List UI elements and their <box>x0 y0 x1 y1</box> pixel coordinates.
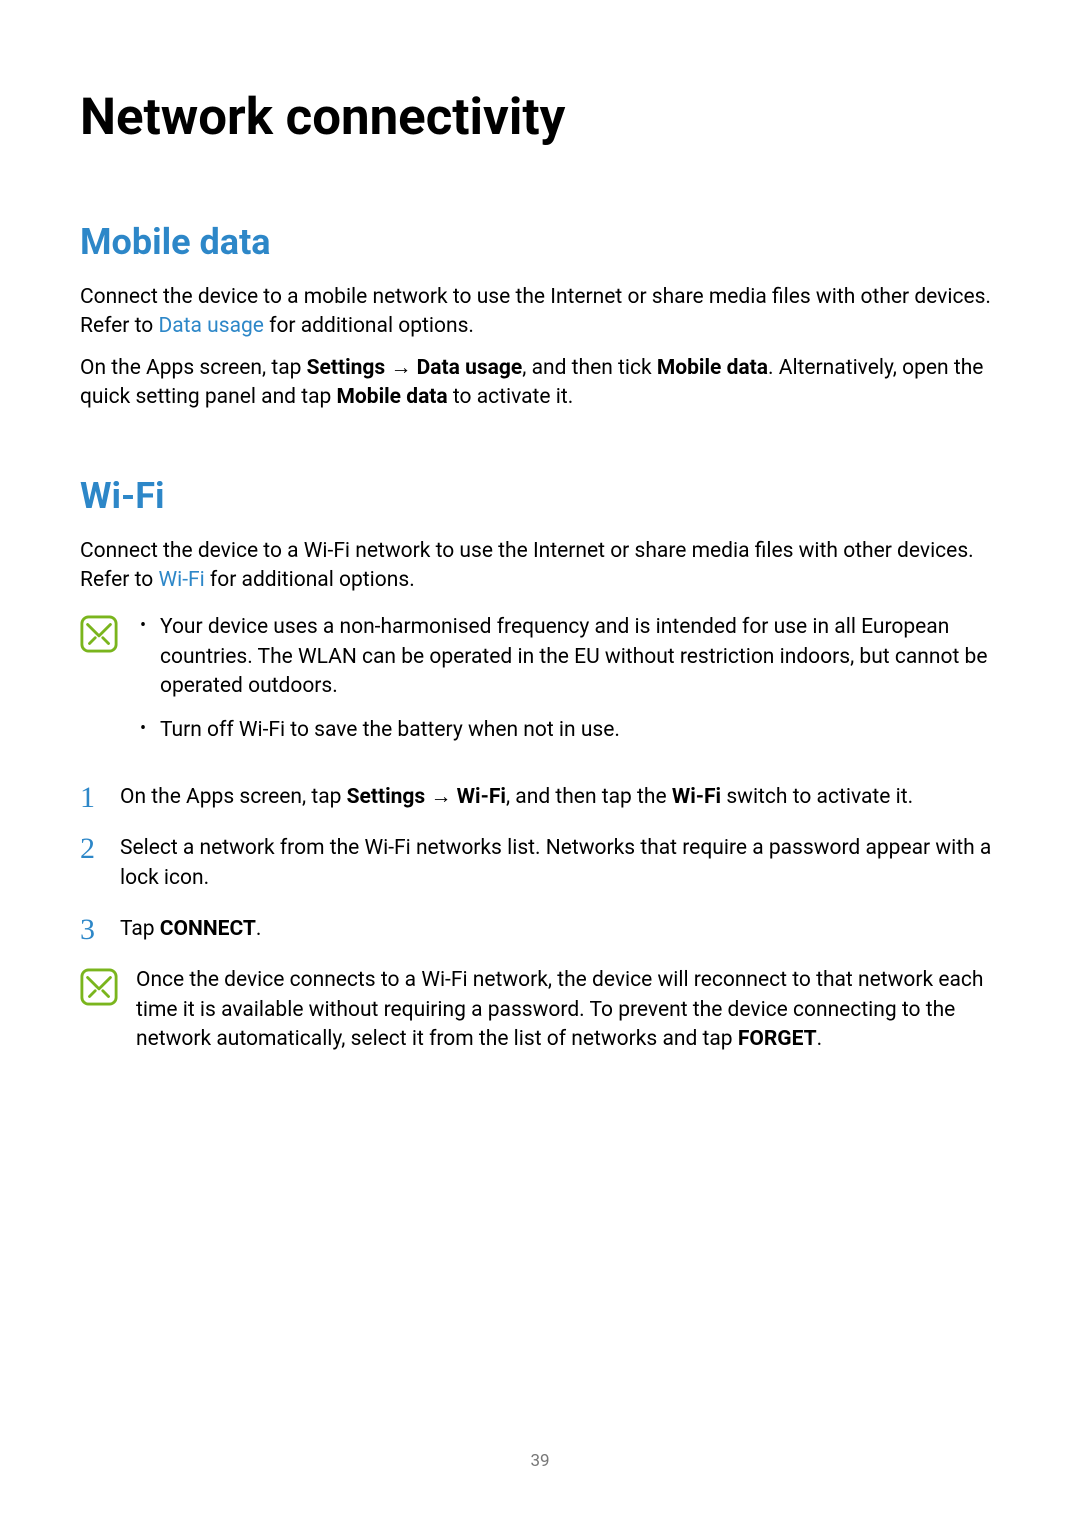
text: Once the device connects to a Wi-Fi netw… <box>136 968 983 1051</box>
mobile-data-para2: On the Apps screen, tap Settings → Data … <box>80 354 1000 413</box>
text: On the Apps screen, tap <box>80 356 307 380</box>
text: , and then tap the <box>506 785 672 809</box>
spacer <box>80 425 1000 475</box>
note-bullet-2: Turn off Wi-Fi to save the battery when … <box>136 716 1000 745</box>
arrow: → <box>425 785 456 809</box>
note-icon <box>80 968 118 1006</box>
data-usage-label: Data usage <box>417 356 523 380</box>
forget-label: FORGET <box>738 1027 817 1051</box>
note-content-2: Once the device connects to a Wi-Fi netw… <box>136 966 1000 1054</box>
page-number: 39 <box>530 1451 549 1471</box>
step-1: 1 On the Apps screen, tap Settings → Wi-… <box>80 783 1000 812</box>
wifi-switch-label: Wi-Fi <box>672 785 721 809</box>
wifi-label: Wi-Fi <box>457 785 506 809</box>
step-3: 3 Tap CONNECT. <box>80 915 1000 944</box>
step-2: 2 Select a network from the Wi-Fi networ… <box>80 834 1000 893</box>
mobile-data-label: Mobile data <box>657 356 768 380</box>
wifi-heading: Wi-Fi <box>80 475 1000 517</box>
mobile-data-label-2: Mobile data <box>337 385 448 409</box>
step-number: 1 <box>80 777 95 819</box>
wifi-link[interactable]: Wi-Fi <box>158 568 204 592</box>
text: , and then tick <box>522 356 657 380</box>
step-number: 2 <box>80 828 95 870</box>
page-content: Network connectivity Mobile data Connect… <box>0 0 1080 1055</box>
text: for additional options. <box>205 568 415 592</box>
note-bullet-1: Your device uses a non-harmonised freque… <box>136 613 1000 701</box>
text: to activate it. <box>448 385 574 409</box>
text: for additional options. <box>264 314 474 338</box>
wifi-para1: Connect the device to a Wi-Fi network to… <box>80 537 1000 596</box>
note-block-1: Your device uses a non-harmonised freque… <box>80 613 1000 759</box>
wifi-steps: 1 On the Apps screen, tap Settings → Wi-… <box>80 783 1000 945</box>
data-usage-link[interactable]: Data usage <box>158 314 263 338</box>
page-title: Network connectivity <box>80 88 1000 147</box>
mobile-data-heading: Mobile data <box>80 221 1000 263</box>
settings-label: Settings <box>347 785 426 809</box>
step-number: 3 <box>80 909 95 951</box>
note-icon <box>80 615 118 653</box>
text: On the Apps screen, tap <box>120 785 347 809</box>
settings-label: Settings <box>307 356 386 380</box>
note-content: Your device uses a non-harmonised freque… <box>136 613 1000 759</box>
note-block-2: Once the device connects to a Wi-Fi netw… <box>80 966 1000 1054</box>
note-bullet-list: Your device uses a non-harmonised freque… <box>136 613 1000 745</box>
text: . <box>817 1027 823 1051</box>
text: Tap <box>120 917 160 941</box>
arrow: → <box>385 356 416 380</box>
text: switch to activate it. <box>721 785 913 809</box>
mobile-data-para1: Connect the device to a mobile network t… <box>80 283 1000 342</box>
connect-label: CONNECT <box>160 917 256 941</box>
text: Select a network from the Wi-Fi networks… <box>120 836 991 889</box>
text: . <box>256 917 262 941</box>
